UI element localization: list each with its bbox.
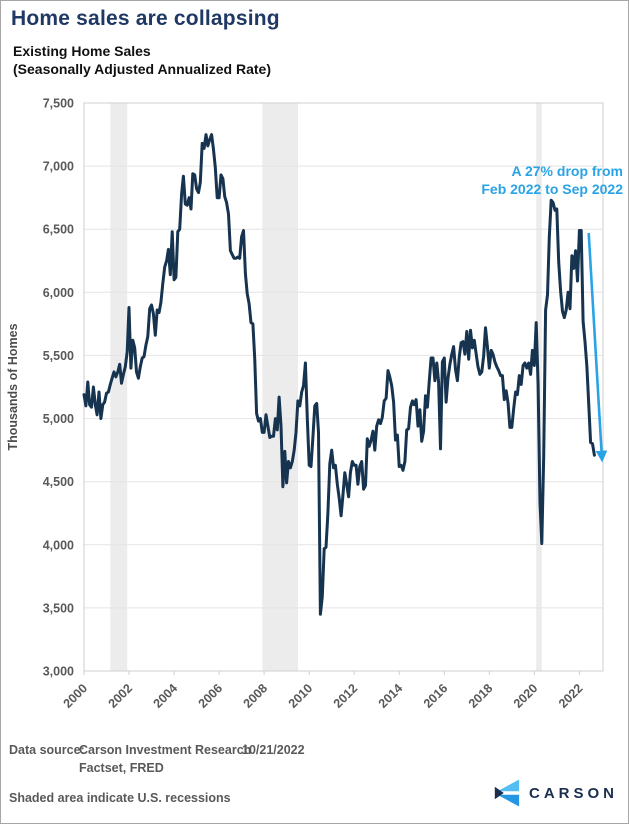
data-source-line2: Factset, FRED: [79, 761, 164, 775]
x-tick-label: 2012: [331, 681, 361, 711]
x-tick-label: 2022: [556, 681, 586, 711]
y-tick-label: 6,500: [43, 223, 74, 237]
recession-band: [110, 103, 128, 671]
y-tick-label: 7,000: [43, 160, 74, 174]
sales-line: [82, 133, 596, 616]
plot-frame: [83, 102, 604, 672]
carson-wordmark: CARSON: [528, 784, 618, 802]
y-tick-label: 3,500: [43, 601, 74, 615]
x-tick-label: 2008: [241, 681, 271, 711]
data-source-date: 10/21/2022: [242, 743, 305, 757]
x-tick-label: 2020: [511, 681, 541, 711]
chart-title: Existing Home Sales (Seasonally Adjusted…: [13, 42, 271, 78]
y-tick-label: 5,000: [43, 412, 74, 426]
carson-logo-icon: [494, 779, 520, 807]
drop-annotation-line1: A 27% drop from: [511, 163, 624, 179]
y-axis-title: Thousands of Homes: [6, 323, 20, 450]
chart-title-line2: (Seasonally Adjusted Annualized Rate): [13, 61, 272, 77]
chart-title-line1: Existing Home Sales: [13, 43, 151, 59]
y-tick-label: 4,000: [43, 538, 74, 552]
drop-annotation-line2: Feb 2022 to Sep 2022: [481, 181, 623, 197]
recession-band: [262, 103, 298, 671]
y-tick-label: 6,000: [43, 286, 74, 300]
y-tick-label: 4,500: [43, 475, 74, 489]
x-tick-label: 2004: [151, 681, 181, 711]
y-tick-label: 7,500: [43, 97, 74, 111]
x-tick-label: 2002: [106, 681, 136, 711]
carson-logo: CARSON: [493, 778, 618, 808]
data-source-line1: Carson Investment Research: [79, 743, 252, 757]
x-tick-label: 2000: [61, 681, 91, 711]
x-tick-label: 2018: [466, 681, 496, 711]
drop-annotation: A 27% drop from Feb 2022 to Sep 2022: [481, 162, 623, 198]
y-tick-label: 3,000: [43, 665, 74, 679]
recession-note: Shaded area indicate U.S. recessions: [9, 791, 231, 805]
x-tick-label: 2014: [376, 681, 406, 711]
x-tick-label: 2016: [421, 681, 451, 711]
home-sales-chart: Thousands of Homes 3,000 3,500 4,000 4,500 5…: [6, 97, 608, 711]
drop-arrow: [587, 232, 608, 463]
x-tick-label: 2010: [286, 681, 316, 711]
data-source-label: Data source:: [9, 743, 85, 757]
y-tick-label: 5,500: [43, 349, 74, 363]
page-title: Home sales are collapsing: [11, 7, 280, 30]
x-tick-label: 2006: [196, 681, 226, 711]
